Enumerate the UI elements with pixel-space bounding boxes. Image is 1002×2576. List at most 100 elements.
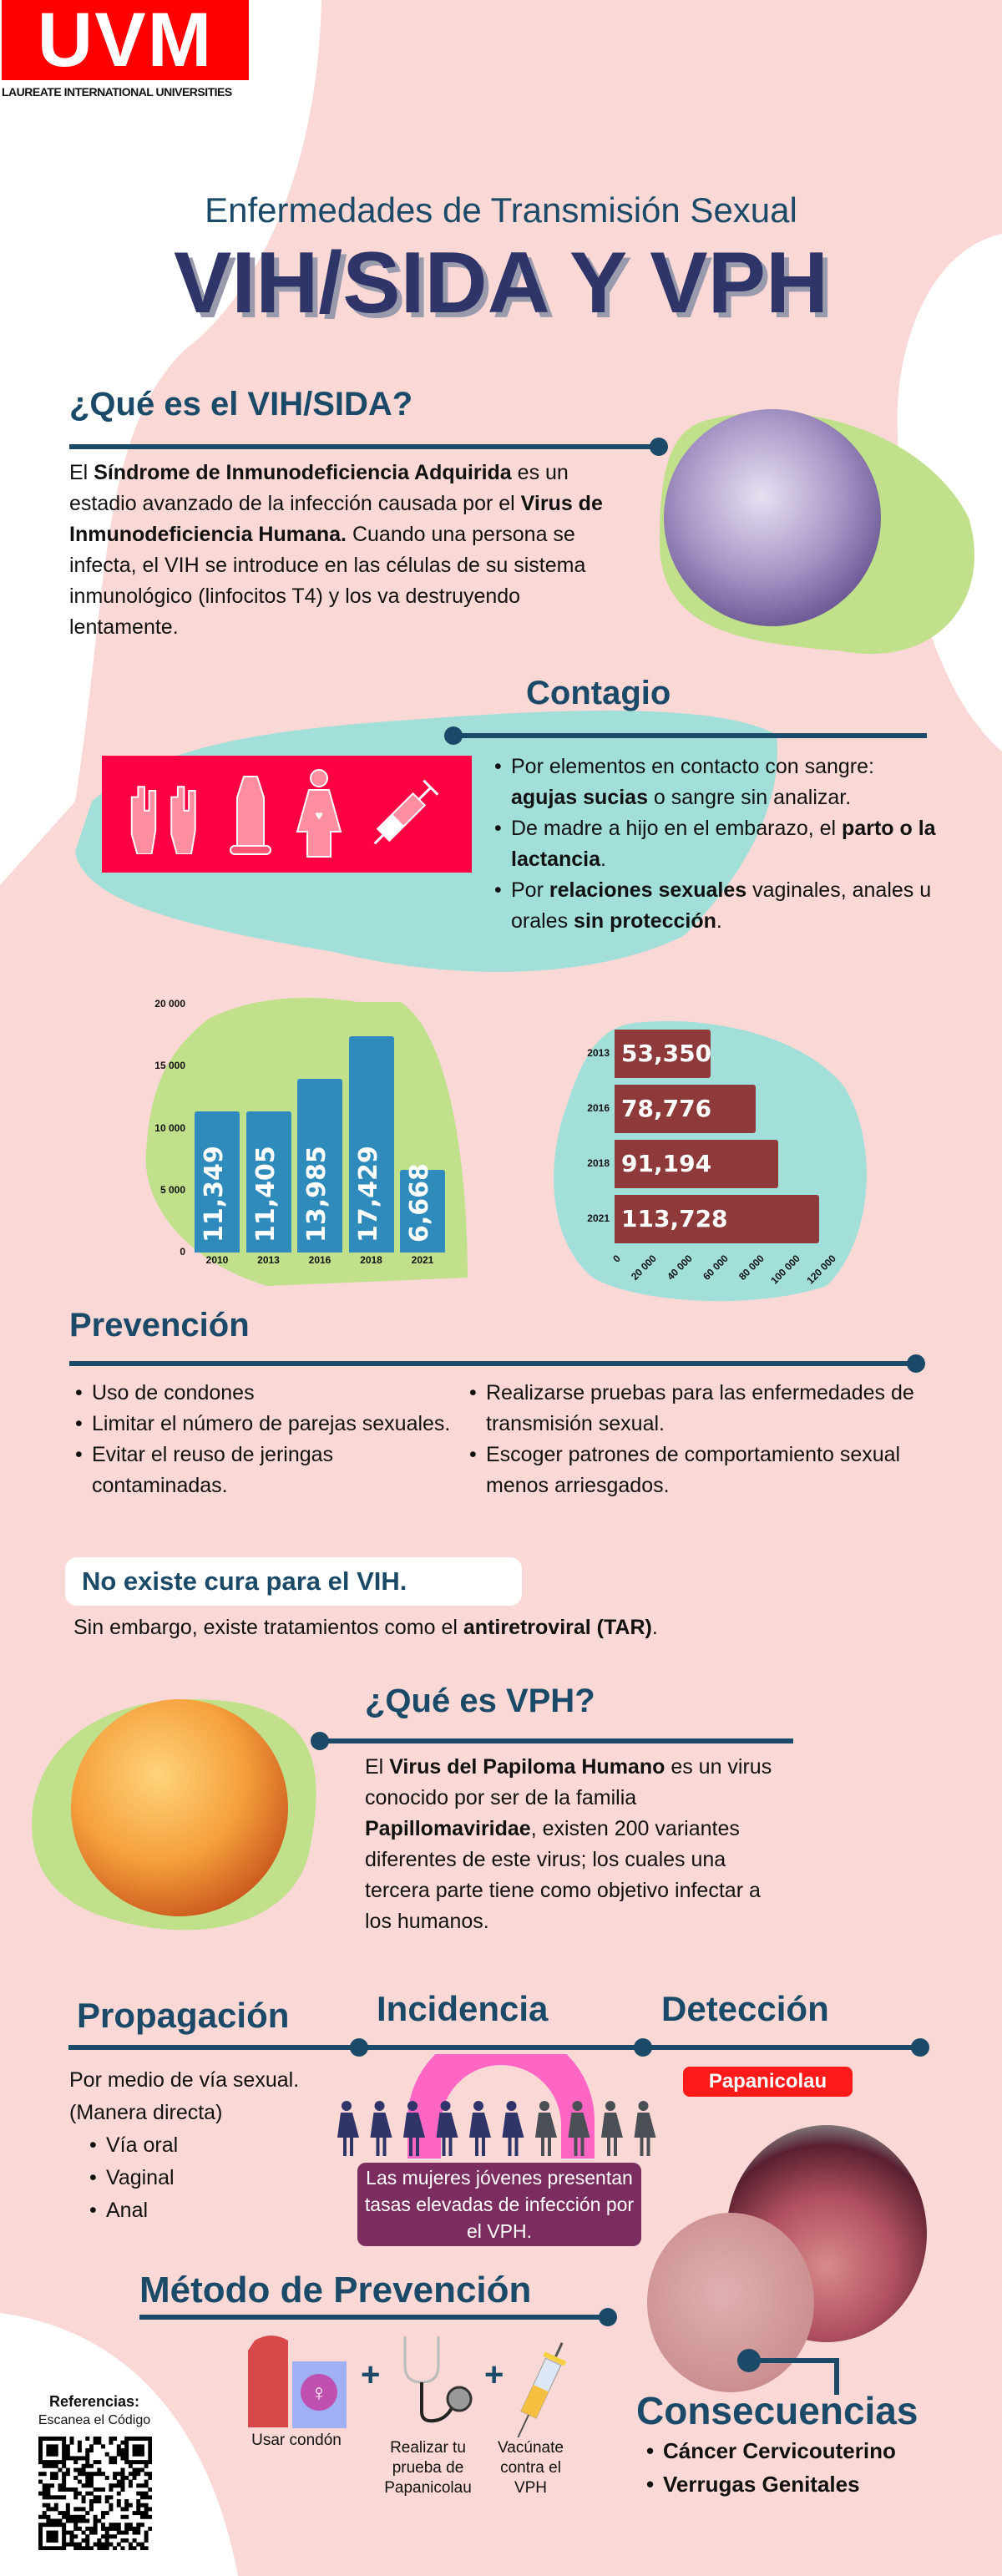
vih-heading: ¿Qué es el VIH/SIDA? — [69, 386, 413, 423]
metodo-label: Vacúnate contra el VPH — [498, 2439, 564, 2497]
bar-value-label: 113,728 — [621, 1205, 728, 1232]
propagacion-line: Por medio de vía sexual. — [69, 2068, 300, 2092]
vih-paragraph: El Síndrome de Inmunodeficiencia Adquiri… — [69, 458, 604, 643]
propagacion-list: Vía oral Vaginal Vaginal Anal — [88, 2129, 178, 2227]
page-subtitle: Enfermedades de Transmisión Sexual — [205, 190, 797, 230]
consecuencias-heading: Consecuencias — [636, 2389, 918, 2432]
prevencion-divider — [69, 1361, 913, 1366]
arch-shape — [407, 2054, 595, 2158]
bar-value-label: 17,429 — [353, 1146, 383, 1242]
bar — [615, 1030, 711, 1078]
text-span: Por elementos en contacto con sangre: — [511, 755, 874, 778]
vph-heading: ¿Qué es VPH? — [365, 1683, 595, 1719]
propagacion-heading: Propagación — [77, 1996, 290, 2035]
svg-text:♥: ♥ — [315, 809, 323, 823]
bold-text: Virus de Inmunodeficiencia Humana. — [69, 492, 603, 546]
divider-dot — [311, 1732, 329, 1750]
syringe-icon — [373, 779, 439, 845]
plus-sign: + — [361, 2356, 381, 2393]
woman-icon — [601, 2101, 623, 2156]
bold-text: Síndrome de Inmunodeficiencia Adquirida — [94, 461, 512, 484]
propagacion-line: (Manera directa) — [69, 2101, 223, 2124]
list-item: Anal — [88, 2194, 178, 2227]
woman-icon — [502, 2101, 524, 2156]
woman-icon — [403, 2101, 425, 2156]
woman-icon — [535, 2101, 557, 2156]
text-span: o sangre sin analizar. — [647, 786, 852, 809]
bar — [297, 1079, 342, 1253]
propagacion-text: Por medio de vía sexual. (Manera directa… — [69, 2064, 299, 2129]
incidencia-heading: Incidencia — [377, 1989, 549, 2028]
list-item: Por relaciones sexuales vaginales, anale… — [493, 875, 944, 937]
divider-dot — [911, 2038, 929, 2057]
y-tick-label: 2013 — [587, 1047, 610, 1059]
list-item: Verrugas Genitales — [645, 2467, 896, 2501]
prevencion-list-left: Uso de condones Limitar el número de par… — [73, 1378, 466, 1501]
hands-icon — [130, 785, 196, 854]
bold-text: Virus del Papiloma Humano — [389, 1755, 665, 1779]
list-item: Limitar el número de parejas sexuales. — [73, 1409, 466, 1440]
divider-dot — [444, 726, 463, 745]
incidence-text: Las mujeres jóvenes presentan tasas elev… — [357, 2163, 641, 2246]
contagio-list: Por elementos en contacto con sangre: ag… — [493, 752, 944, 937]
y-tick-label: 5 000 — [159, 1183, 185, 1196]
no-cure-badge: No existe cura para el VIH. — [65, 1557, 522, 1606]
condom-package-icon: ♀ — [248, 2336, 347, 2428]
text-span: El — [365, 1755, 390, 1779]
vih-divider — [69, 444, 658, 449]
text-span: es un virus conocido por ser de la famil… — [365, 1755, 772, 1809]
treatment-pre: Sin embargo, existe tratamientos como el — [73, 1616, 463, 1639]
bar-value-label: 78,776 — [621, 1095, 712, 1122]
list-item: Vaginal — [88, 2162, 178, 2194]
woman-icon — [370, 2101, 392, 2156]
y-tick-label: 2018 — [587, 1157, 610, 1169]
divider-dot — [634, 2038, 652, 2057]
plus-sign: + — [484, 2356, 504, 2393]
bar — [400, 1169, 445, 1253]
x-tick-label: 2021 — [411, 1254, 434, 1266]
y-tick-label: 10 000 — [154, 1121, 185, 1134]
y-tick-label: 2021 — [587, 1212, 610, 1224]
bar — [195, 1111, 240, 1253]
text-span: es un estadio avanzado de la infección c… — [69, 461, 569, 515]
text-span: . — [716, 909, 722, 933]
text-span: Por — [511, 878, 549, 902]
qr-code[interactable] — [38, 2437, 152, 2550]
bar — [245, 1111, 291, 1253]
bar — [615, 1085, 757, 1133]
x-tick-label: 2018 — [360, 1254, 382, 1266]
bar-value-label: 53,350 — [621, 1040, 712, 1067]
metodo-label: Realizar tu prueba de Papanicolau — [384, 2439, 472, 2497]
treatment-bold: antiretroviral (TAR) — [463, 1616, 652, 1639]
divider-dot — [650, 438, 668, 456]
bar-value-label: 11,349 — [200, 1146, 229, 1242]
metodo-divider — [139, 2315, 607, 2320]
woman-icon — [436, 2101, 458, 2156]
list-item: Evitar el reuso de jeringas contaminadas… — [73, 1440, 466, 1501]
stethoscope-icon — [403, 2336, 473, 2423]
svg-text:♀: ♀ — [311, 2380, 328, 2406]
hiv-virus-image — [664, 409, 881, 626]
timeline-divider — [68, 2045, 920, 2050]
divider-dot — [599, 2308, 617, 2326]
vph-paragraph: El Virus del Papiloma Humano es un virus… — [365, 1752, 791, 1937]
contagio-heading: Contagio — [526, 675, 671, 711]
woman-icon — [634, 2101, 656, 2156]
text-span: El — [69, 461, 94, 484]
bar-value-label: 13,985 — [302, 1146, 331, 1242]
metodo-label: Usar condón — [251, 2432, 342, 2449]
logo-text: UVM — [37, 0, 214, 83]
contagio-divider — [455, 733, 927, 738]
bold-text: Papillomaviridae — [365, 1817, 531, 1840]
y-tick-label: 2016 — [587, 1102, 610, 1114]
bar-value-label: 6,668 — [405, 1163, 434, 1242]
bold-text: parto o la lactancia — [511, 817, 936, 871]
prevencion-list-right: Realizarse pruebas para las enfermedades… — [468, 1378, 935, 1501]
incidence-people-graphic — [337, 2054, 656, 2158]
deteccion-heading: Detección — [661, 1989, 829, 2028]
consecuencias-connector — [737, 2349, 839, 2395]
x-tick-label: 2013 — [257, 1254, 280, 1266]
consecuencias-list: Cáncer Cervicouterino Verrugas Genitales — [645, 2434, 896, 2501]
text-span: De madre a hijo en el embarazo, el — [511, 817, 843, 840]
treatment-text: Sin embargo, existe tratamientos como el… — [73, 1616, 658, 1640]
